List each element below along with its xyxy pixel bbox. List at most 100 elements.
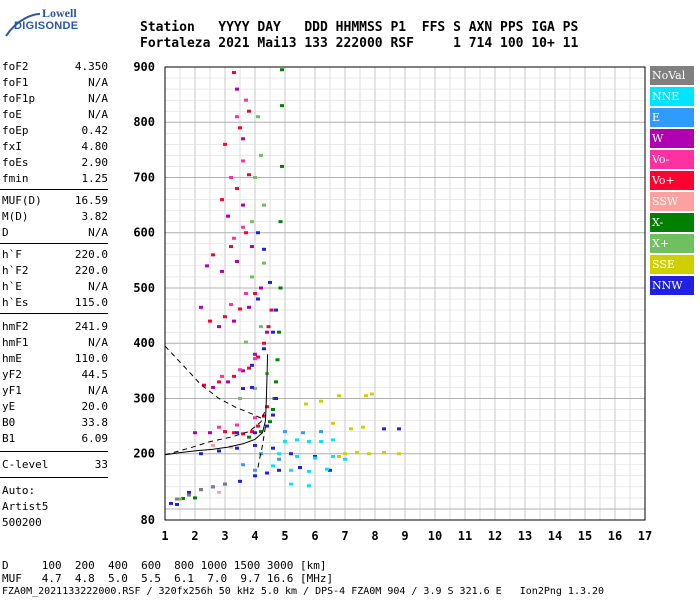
- param-value: N/A: [88, 92, 108, 105]
- echo-point-vo-: [223, 430, 227, 434]
- param-separator: [0, 313, 108, 314]
- echo-point-vo-: [247, 109, 251, 113]
- x-tick-label: 2: [191, 529, 198, 543]
- x-tick-label: 1: [161, 529, 168, 543]
- echo-point-nnw: [187, 490, 191, 494]
- x-tick-label: 7: [341, 529, 348, 543]
- echo-point-nnw: [265, 424, 269, 428]
- echo-point-vo-: [241, 225, 245, 229]
- echo-point-x-: [193, 496, 197, 500]
- x-tick-label: 15: [578, 529, 592, 543]
- param-label: foF1: [2, 76, 29, 89]
- param-label: M(D): [2, 210, 29, 223]
- echo-point-vo-: [217, 380, 221, 384]
- legend-item-nnw: NNW: [650, 276, 694, 295]
- dashed-trace-foot: [257, 426, 266, 468]
- param-value: N/A: [88, 76, 108, 89]
- param-separator: [0, 243, 108, 244]
- param-label: B1: [2, 432, 16, 445]
- echo-point-x-: [280, 68, 284, 72]
- x-tick-label: 12: [488, 529, 502, 543]
- echo-point-nnw: [235, 446, 239, 450]
- echo-point-e: [259, 452, 263, 456]
- echo-point-vo-: [232, 71, 236, 75]
- echo-point-w: [205, 264, 209, 268]
- param-label: B0: [2, 416, 16, 429]
- param-value: 3.82: [81, 210, 109, 223]
- echo-point-vo-: [235, 423, 239, 427]
- y-tick-label: 300: [133, 391, 155, 405]
- echo-point-nnw: [253, 431, 257, 435]
- param-value: N/A: [88, 226, 108, 239]
- echo-point-x-: [250, 220, 254, 224]
- echo-point-vo-: [208, 319, 212, 323]
- echo-point-w: [265, 330, 269, 334]
- param-label: hmF1: [2, 336, 29, 349]
- echo-point-vo-: [241, 432, 245, 436]
- echo-point-vo-: [238, 368, 242, 372]
- legend-item-vo-: Vo+: [650, 171, 694, 190]
- autoscaling-line2: Artist5: [2, 500, 49, 513]
- param-row-fxi: fxI 4.80: [2, 140, 108, 154]
- param-value: N/A: [88, 108, 108, 121]
- echo-point-x-: [274, 380, 278, 384]
- echo-point-vo-: [211, 253, 215, 257]
- y-tick-label: 800: [133, 115, 155, 129]
- param-row-h-e: h`E N/A: [2, 280, 108, 294]
- echo-point-nnw: [256, 231, 260, 235]
- param-separator: [0, 189, 108, 190]
- param-value: 2.90: [81, 156, 109, 169]
- echo-point-nne: [331, 438, 335, 442]
- echo-point-x-: [271, 408, 275, 412]
- echo-point-e: [301, 431, 305, 435]
- footer-muf-row: MUF 4.7 4.8 5.0 5.5 6.1 7.0 9.7 16.6 [MH…: [2, 572, 334, 585]
- echo-point-x-: [253, 387, 257, 391]
- param-separator: [0, 451, 108, 452]
- echo-point-sse: [397, 452, 401, 456]
- param-label: h`F: [2, 248, 22, 261]
- echo-point-nnw: [277, 468, 281, 472]
- param-label: yF1: [2, 384, 22, 397]
- echo-point-vo-: [229, 245, 233, 249]
- echo-point-nnw: [274, 308, 278, 312]
- echo-point-vo-: [265, 405, 269, 409]
- param-row-fof1p: foF1p N/A: [2, 92, 108, 106]
- x-tick-label: 13: [518, 529, 532, 543]
- echo-point-x-: [280, 104, 284, 108]
- echo-point-sse: [343, 452, 347, 456]
- echo-point-nnw: [175, 503, 179, 507]
- param-label: fmin: [2, 172, 29, 185]
- param-row-c-level: C-level 33: [2, 458, 108, 472]
- echo-point-w: [217, 325, 221, 329]
- param-value: 16.59: [74, 194, 108, 207]
- echo-point-nne: [325, 467, 329, 471]
- echo-point-x-: [259, 325, 263, 329]
- echo-point-x-: [262, 261, 266, 265]
- echo-point-x-: [178, 497, 182, 501]
- echo-point-sse: [382, 451, 386, 455]
- legend-item-nne: NNE: [650, 87, 694, 106]
- echo-point-w: [253, 352, 257, 356]
- echo-point-sse: [319, 399, 323, 403]
- echo-point-x-: [259, 430, 263, 434]
- echo-point-nne: [307, 440, 311, 444]
- x-tick-label: 14: [548, 529, 562, 543]
- header-line-2: Fortaleza 2021 Mai13 133 222000 RSF 1 71…: [140, 36, 579, 51]
- logo-top-text: Lowell: [42, 6, 77, 20]
- param-row-fmin: fmin 1.25: [2, 172, 108, 186]
- footer-file-info: FZA0M_2021133222000.RSF / 320fx256h 50 k…: [2, 586, 605, 597]
- plot-frame: [164, 66, 646, 521]
- echo-point-nnw: [199, 452, 203, 456]
- echo-point-vo-: [238, 126, 242, 130]
- x-tick-label: 10: [428, 529, 442, 543]
- echo-point-sse: [304, 402, 308, 406]
- param-value: 220.0: [74, 248, 108, 261]
- param-separator: [0, 477, 108, 478]
- param-row-foep: foEp 0.42: [2, 124, 108, 138]
- param-value: 220.0: [74, 264, 108, 277]
- param-value: N/A: [88, 336, 108, 349]
- legend-item-x-: X+: [650, 234, 694, 253]
- param-row-foe: foE N/A: [2, 108, 108, 122]
- echo-point-nne: [271, 464, 275, 468]
- param-row-b1: B1 6.09: [2, 432, 108, 446]
